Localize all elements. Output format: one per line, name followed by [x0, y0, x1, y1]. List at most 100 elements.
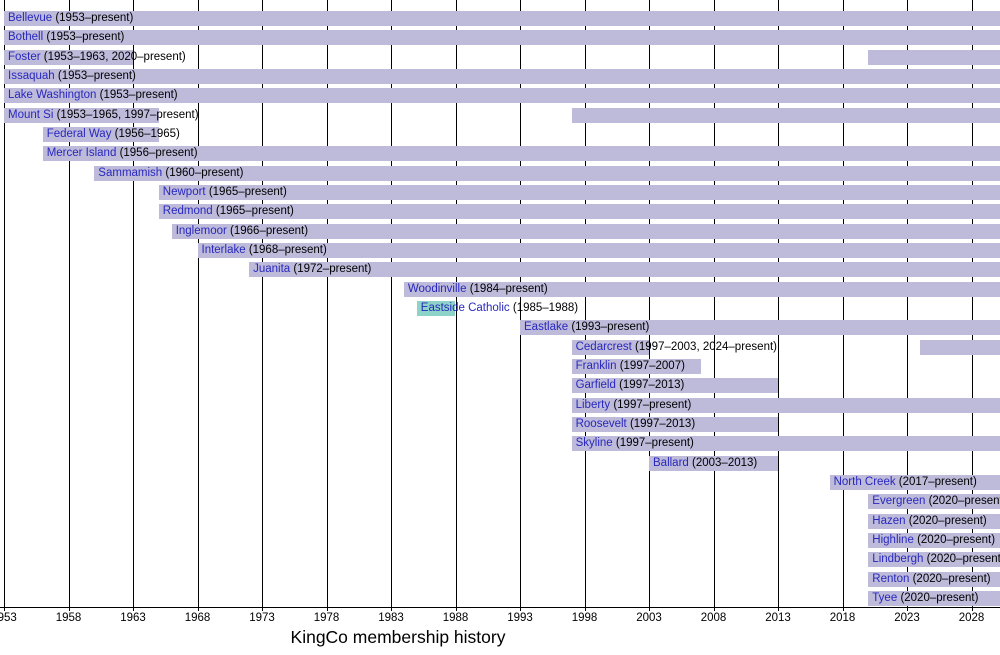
school-link[interactable]: Newport — [162, 186, 206, 198]
axis-tick — [262, 607, 263, 611]
membership-dates: (1953–present) — [99, 89, 178, 101]
school-link[interactable]: Ballard — [653, 457, 689, 469]
row-label: Franklin (1997–2007) — [576, 359, 685, 374]
timeline-bar — [868, 50, 1000, 65]
row-label: Inglemoor (1966–present) — [176, 224, 308, 239]
timeline-bar — [403, 282, 1000, 297]
gridline-1993 — [520, 0, 521, 607]
school-link[interactable]: Eastlake — [524, 321, 569, 333]
timeline-bar — [868, 533, 1000, 548]
timeline-bar — [571, 340, 649, 355]
school-link[interactable]: Foster — [8, 51, 41, 63]
school-link[interactable]: Redmond — [162, 205, 213, 217]
membership-dates: (1965–present) — [215, 205, 294, 217]
axis-tick-label: 1993 — [507, 612, 533, 624]
gridline-2013 — [778, 0, 779, 607]
membership-dates: (1953–present) — [55, 12, 134, 24]
axis-tick — [649, 607, 650, 611]
membership-dates: (2020–present) — [900, 592, 979, 604]
timeline-bar — [868, 514, 1000, 529]
membership-dates: (1997–present) — [613, 399, 692, 411]
timeline-bar — [4, 11, 1000, 26]
membership-dates: (1960–present) — [165, 167, 244, 179]
school-link[interactable]: Interlake — [201, 244, 246, 256]
school-link[interactable]: Evergreen — [872, 495, 926, 507]
school-link[interactable]: Woodinville — [407, 283, 467, 295]
row-label: Garfield (1997–2013) — [576, 378, 685, 393]
school-link[interactable]: Sammamish — [98, 167, 163, 179]
school-link[interactable]: Mercer Island — [46, 147, 117, 159]
school-link[interactable]: Franklin — [575, 360, 617, 372]
axis-tick — [713, 607, 715, 611]
school-link[interactable]: Eastside Catholic — [420, 302, 510, 314]
row-label: Interlake (1968–present) — [202, 243, 327, 258]
membership-dates: (1985–1988) — [512, 302, 579, 314]
membership-dates: (1972–present) — [293, 263, 372, 275]
row-label: Evergreen (2020–present) — [872, 494, 1000, 509]
school-link[interactable]: Hazen — [872, 515, 906, 527]
axis-tick — [391, 607, 392, 611]
row-label: Lake Washington (1953–present) — [8, 88, 178, 103]
gridline-1973 — [262, 0, 263, 607]
gridline-1978 — [326, 0, 328, 607]
axis-tick — [971, 607, 973, 611]
timeline-bar — [868, 572, 1000, 587]
timeline-bar — [171, 224, 1000, 239]
membership-dates: (2020–present) — [912, 573, 991, 585]
axis-tick-label: 2013 — [765, 612, 791, 624]
membership-dates: (1956–present) — [119, 147, 198, 159]
timeline-bar — [42, 146, 1000, 161]
axis-tick-label: 1953 — [0, 612, 17, 624]
timeline-bar — [158, 185, 1000, 200]
row-label: Woodinville (1984–present) — [408, 282, 548, 297]
school-link[interactable]: Bellevue — [8, 12, 53, 24]
timeline-bar — [42, 127, 159, 142]
school-link[interactable]: Highline — [872, 534, 914, 546]
school-link[interactable]: Liberty — [575, 399, 611, 411]
membership-dates: (1997–present) — [615, 437, 694, 449]
school-link[interactable]: Lindbergh — [872, 553, 924, 565]
timeline-bar — [571, 378, 778, 393]
school-link[interactable]: Juanita — [253, 263, 291, 275]
school-link[interactable]: Federal Way — [46, 128, 112, 140]
timeline-bar — [868, 494, 1000, 509]
membership-dates: (1956–1965) — [114, 128, 180, 140]
timeline-bar — [649, 456, 778, 471]
row-label: Juanita (1972–present) — [253, 262, 371, 277]
row-label: Mercer Island (1956–present) — [47, 146, 198, 161]
school-link[interactable]: North Creek — [833, 476, 896, 488]
row-label: Hazen (2020–present) — [872, 514, 986, 529]
gridline-1968 — [197, 0, 199, 607]
school-link[interactable]: Bothell — [8, 31, 44, 43]
axis-tick-label: 1973 — [249, 612, 275, 624]
membership-dates: (2003–2013) — [692, 457, 758, 469]
membership-dates: (1953–1965, 1997–present) — [56, 109, 199, 121]
school-link[interactable]: Garfield — [575, 379, 616, 391]
axis-tick — [455, 607, 457, 611]
row-label: Newport (1965–present) — [163, 185, 287, 200]
axis-tick-label: 1978 — [313, 612, 340, 624]
axis-tick-label: 2008 — [700, 612, 727, 624]
row-label: North Creek (2017–present) — [834, 475, 977, 490]
school-link[interactable]: Inglemoor — [175, 225, 227, 237]
gridline-1953 — [4, 0, 5, 607]
school-link[interactable]: Roosevelt — [575, 418, 627, 430]
school-link[interactable]: Issaquah — [8, 70, 55, 82]
row-label: Mount Si (1953–1965, 1997–present) — [8, 108, 199, 123]
school-link[interactable]: Renton — [872, 573, 910, 585]
membership-dates: (1997–2007) — [619, 360, 685, 372]
timeline-bar — [919, 340, 1000, 355]
school-link[interactable]: Skyline — [575, 437, 613, 449]
membership-dates: (1997–2013) — [619, 379, 685, 391]
axis-tick-label: 1958 — [55, 612, 82, 624]
timeline-bar — [4, 69, 1000, 84]
membership-dates: (1953–present) — [46, 31, 125, 43]
school-link[interactable]: Mount Si — [8, 109, 54, 121]
timeline-bar — [4, 88, 1000, 103]
timeline-bar — [571, 359, 701, 374]
timeline-bar — [4, 50, 133, 65]
school-link[interactable]: Cedarcrest — [575, 341, 632, 353]
school-link[interactable]: Lake Washington — [8, 89, 97, 101]
row-label: Liberty (1997–present) — [576, 398, 692, 413]
school-link[interactable]: Tyee — [872, 592, 898, 604]
